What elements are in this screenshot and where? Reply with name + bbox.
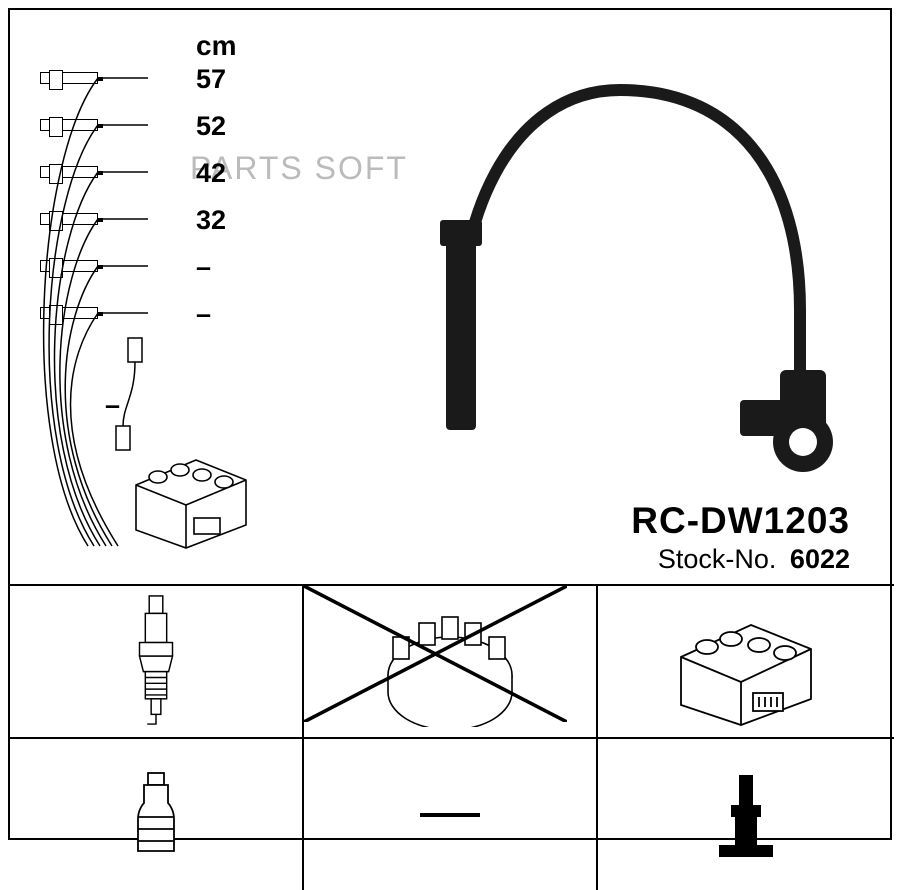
grid-cell-coil-pack	[598, 584, 894, 737]
ignition-cable-photo-icon	[310, 60, 870, 490]
distributor-cap-icon	[375, 597, 525, 727]
stock-number-line: Stock-No. 6022	[658, 544, 850, 575]
coil-pack-icon	[116, 430, 266, 550]
grid-cell-spark-plug	[10, 584, 304, 737]
outer-frame: PARTS SOFT cm 57 52 42 32 – – –	[8, 8, 892, 840]
product-code: RC-DW1203	[631, 500, 850, 542]
grid-cell-distributor-crossed	[304, 584, 598, 737]
boot-connector-icon	[126, 769, 186, 861]
dash-icon	[420, 813, 480, 817]
stock-label: Stock-No.	[658, 544, 777, 574]
grid-cell-boot-connector	[10, 737, 304, 890]
main-panel: PARTS SOFT cm 57 52 42 32 – – –	[10, 10, 890, 584]
spark-plug-icon	[121, 594, 191, 730]
socket-connector-icon	[711, 769, 781, 861]
coil-pack-icon	[661, 597, 831, 727]
stock-number: 6022	[790, 544, 850, 574]
grid-cell-dash	[304, 737, 598, 890]
grid-cell-socket-connector	[598, 737, 894, 890]
